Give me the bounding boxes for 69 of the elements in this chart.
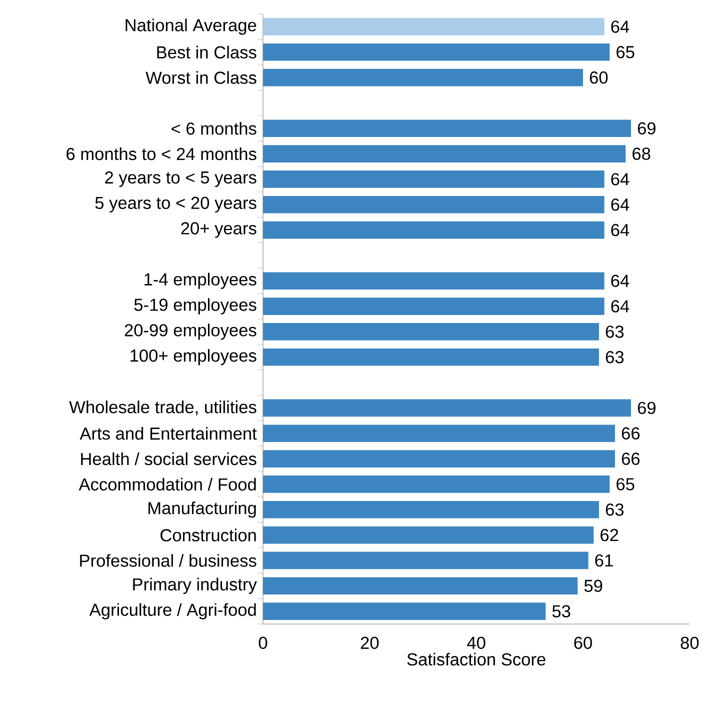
y-tick-label: 2 years to < 5 years	[105, 171, 256, 188]
x-tick-label: 0	[258, 636, 268, 649]
x-tick-label: 20	[360, 636, 379, 649]
bar	[262, 323, 599, 340]
y-tick-label: National Average	[126, 18, 256, 35]
y-tick-label: Agriculture / Agri-food	[89, 603, 256, 620]
bar	[262, 602, 546, 620]
data-label: 59	[584, 580, 602, 592]
x-tick-label: 80	[680, 636, 699, 649]
bar	[262, 399, 631, 417]
bar	[262, 120, 631, 138]
bar	[262, 526, 594, 544]
y-tick-label: < 6 months	[172, 122, 256, 135]
bar	[262, 424, 615, 442]
data-label: 64	[611, 20, 630, 33]
data-label: 60	[590, 71, 608, 84]
data-label: 69	[638, 122, 656, 135]
y-tick-label: 5-19 employees	[134, 298, 256, 314]
y-tick-label: 100+ employees	[130, 349, 256, 366]
bar	[262, 272, 604, 290]
y-tick-label: Arts and Entertainment	[80, 427, 257, 440]
data-label: 64	[611, 274, 630, 288]
data-label: 65	[616, 478, 634, 490]
data-label: 64	[611, 198, 630, 211]
data-label: 65	[616, 46, 634, 58]
data-label: 63	[606, 350, 624, 364]
data-label: 63	[606, 503, 624, 516]
bar	[262, 348, 599, 366]
y-tick-label: Professional / business	[80, 554, 256, 567]
y-tick-label: 6 months to < 24 months	[66, 147, 256, 160]
data-label: 63	[606, 326, 624, 338]
bar	[262, 196, 604, 214]
bar	[262, 450, 615, 468]
data-label: 66	[622, 452, 640, 465]
data-label: 64	[611, 300, 630, 312]
y-tick-label: Construction	[160, 528, 256, 542]
y-tick-label: Wholesale trade, utilities	[69, 400, 256, 416]
data-label: 62	[600, 528, 618, 542]
x-tick-label: 60	[574, 636, 592, 649]
bar	[262, 221, 604, 239]
y-tick-label: Best in Class	[157, 46, 256, 58]
bar	[262, 298, 604, 315]
bar	[262, 552, 588, 570]
y-tick-label: Worst in Class	[146, 71, 256, 84]
bar	[262, 170, 604, 188]
y-tick-label: Manufacturing	[148, 502, 256, 518]
y-tick-label: 1-4 employees	[144, 272, 256, 289]
bar	[262, 43, 610, 61]
y-tick-label: Accommodation / Food	[78, 478, 256, 491]
y-tick-label: 5 years to < 20 years	[95, 196, 256, 212]
data-label: 61	[595, 554, 613, 567]
y-tick-label: 20+ years	[181, 222, 256, 238]
bar	[262, 500, 599, 518]
bar	[262, 68, 583, 86]
bar	[262, 18, 604, 36]
x-tick-label: 40	[467, 636, 486, 649]
x-axis-title: Satisfaction Score	[407, 652, 546, 666]
data-label: 68	[632, 148, 650, 160]
data-label: 64	[611, 173, 630, 186]
bar	[262, 145, 626, 162]
bar	[262, 577, 578, 595]
bar	[262, 476, 610, 493]
y-tick-label: Primary industry	[133, 578, 257, 594]
data-label: 53	[552, 605, 570, 618]
data-label: 64	[611, 224, 630, 236]
y-tick-label: Health / social services	[81, 452, 256, 466]
data-label: 69	[638, 402, 656, 414]
data-label: 66	[622, 427, 640, 440]
y-tick-label: 20-99 employees	[124, 324, 256, 340]
